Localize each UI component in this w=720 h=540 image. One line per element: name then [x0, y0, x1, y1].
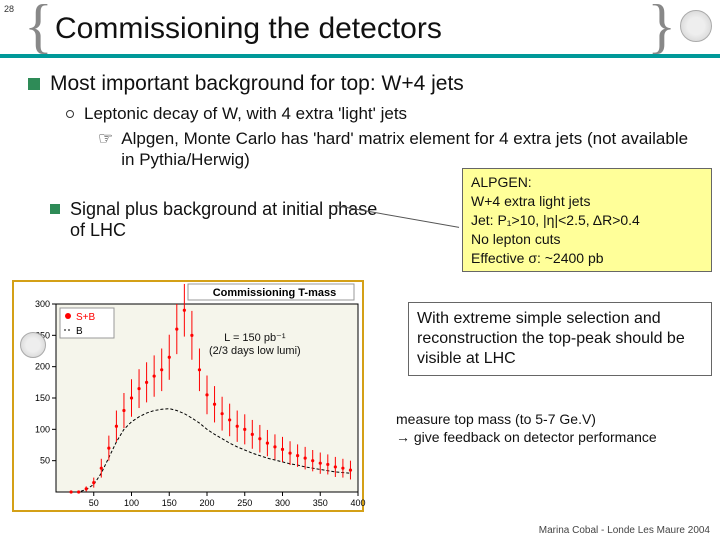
svg-text:150: 150	[162, 498, 177, 508]
conclusion-box: With extreme simple selection and recons…	[408, 302, 712, 376]
svg-text:150: 150	[35, 393, 50, 403]
sub-bullet: Leptonic decay of W, with 4 extra 'light…	[66, 104, 702, 124]
alpgen-line: Effective σ: ~2400 pb	[471, 249, 703, 268]
svg-text:300: 300	[35, 299, 50, 309]
slide-footer: Marina Cobal - Londe Les Maure 2004	[539, 525, 710, 536]
lumi-line-2: (2/3 days low lumi)	[209, 345, 301, 358]
svg-text:350: 350	[313, 498, 328, 508]
svg-text:50: 50	[89, 498, 99, 508]
svg-text:100: 100	[124, 498, 139, 508]
alpgen-info-box: ALPGEN: W+4 extra light jets Jet: P₁>10,…	[462, 168, 712, 272]
svg-text:250: 250	[237, 498, 252, 508]
atlas-logo-icon	[680, 10, 712, 42]
square-bullet-icon	[50, 204, 60, 214]
sub-sub-text: Alpgen, Monte Carlo has 'hard' matrix el…	[121, 128, 702, 171]
lumi-line-1: L = 150 pb⁻¹	[209, 332, 301, 345]
slide-header: { Commissioning the detectors }	[0, 0, 720, 58]
measure-line-1: measure top mass (to 5-7 Ge.V)	[396, 410, 712, 428]
chart-svg: Commissioning T-mass S+B B 50 100 150 200 250 30…	[14, 282, 366, 514]
square-bullet-icon	[28, 78, 40, 90]
svg-text:200: 200	[35, 362, 50, 372]
pointing-hand-icon: ☞	[98, 129, 113, 149]
alpgen-line: No lepton cuts	[471, 230, 703, 249]
alpgen-line: ALPGEN:	[471, 173, 703, 192]
commissioning-chart: L = 150 pb⁻¹ (2/3 days low lumi) Commiss…	[12, 280, 364, 512]
sub-sub-bullet: ☞ Alpgen, Monte Carlo has 'hard' matrix …	[98, 128, 702, 171]
svg-text:Commissioning T-mass: Commissioning T-mass	[213, 287, 336, 299]
alpgen-line: W+4 extra light jets	[471, 192, 703, 211]
svg-text:200: 200	[199, 498, 214, 508]
main-bullet: Most important background for top: W+4 j…	[28, 72, 702, 96]
slide-title: Commissioning the detectors	[55, 12, 442, 45]
brace-right-icon: }	[647, 0, 676, 61]
alpgen-line: Jet: P₁>10, |η|<2.5, ΔR>0.4	[471, 211, 703, 230]
svg-text:400: 400	[350, 498, 365, 508]
sub-bullet-text: Leptonic decay of W, with 4 extra 'light…	[84, 104, 407, 124]
signal-bullet-text: Signal plus background at initial phase …	[70, 199, 380, 242]
circle-bullet-icon	[66, 110, 74, 118]
measure-line-2: → give feedback on detector performance	[396, 428, 712, 446]
svg-text:S+B: S+B	[76, 312, 96, 323]
svg-text:50: 50	[40, 456, 50, 466]
svg-text:B: B	[76, 326, 83, 337]
svg-text:100: 100	[35, 424, 50, 434]
brace-left-icon: {	[24, 0, 53, 61]
main-bullet-text: Most important background for top: W+4 j…	[50, 72, 464, 96]
svg-text:300: 300	[275, 498, 290, 508]
atlas-logo-icon	[20, 332, 46, 358]
luminosity-label: L = 150 pb⁻¹ (2/3 days low lumi)	[209, 332, 301, 358]
measure-text: measure top mass (to 5-7 Ge.V) → give fe…	[396, 410, 712, 446]
